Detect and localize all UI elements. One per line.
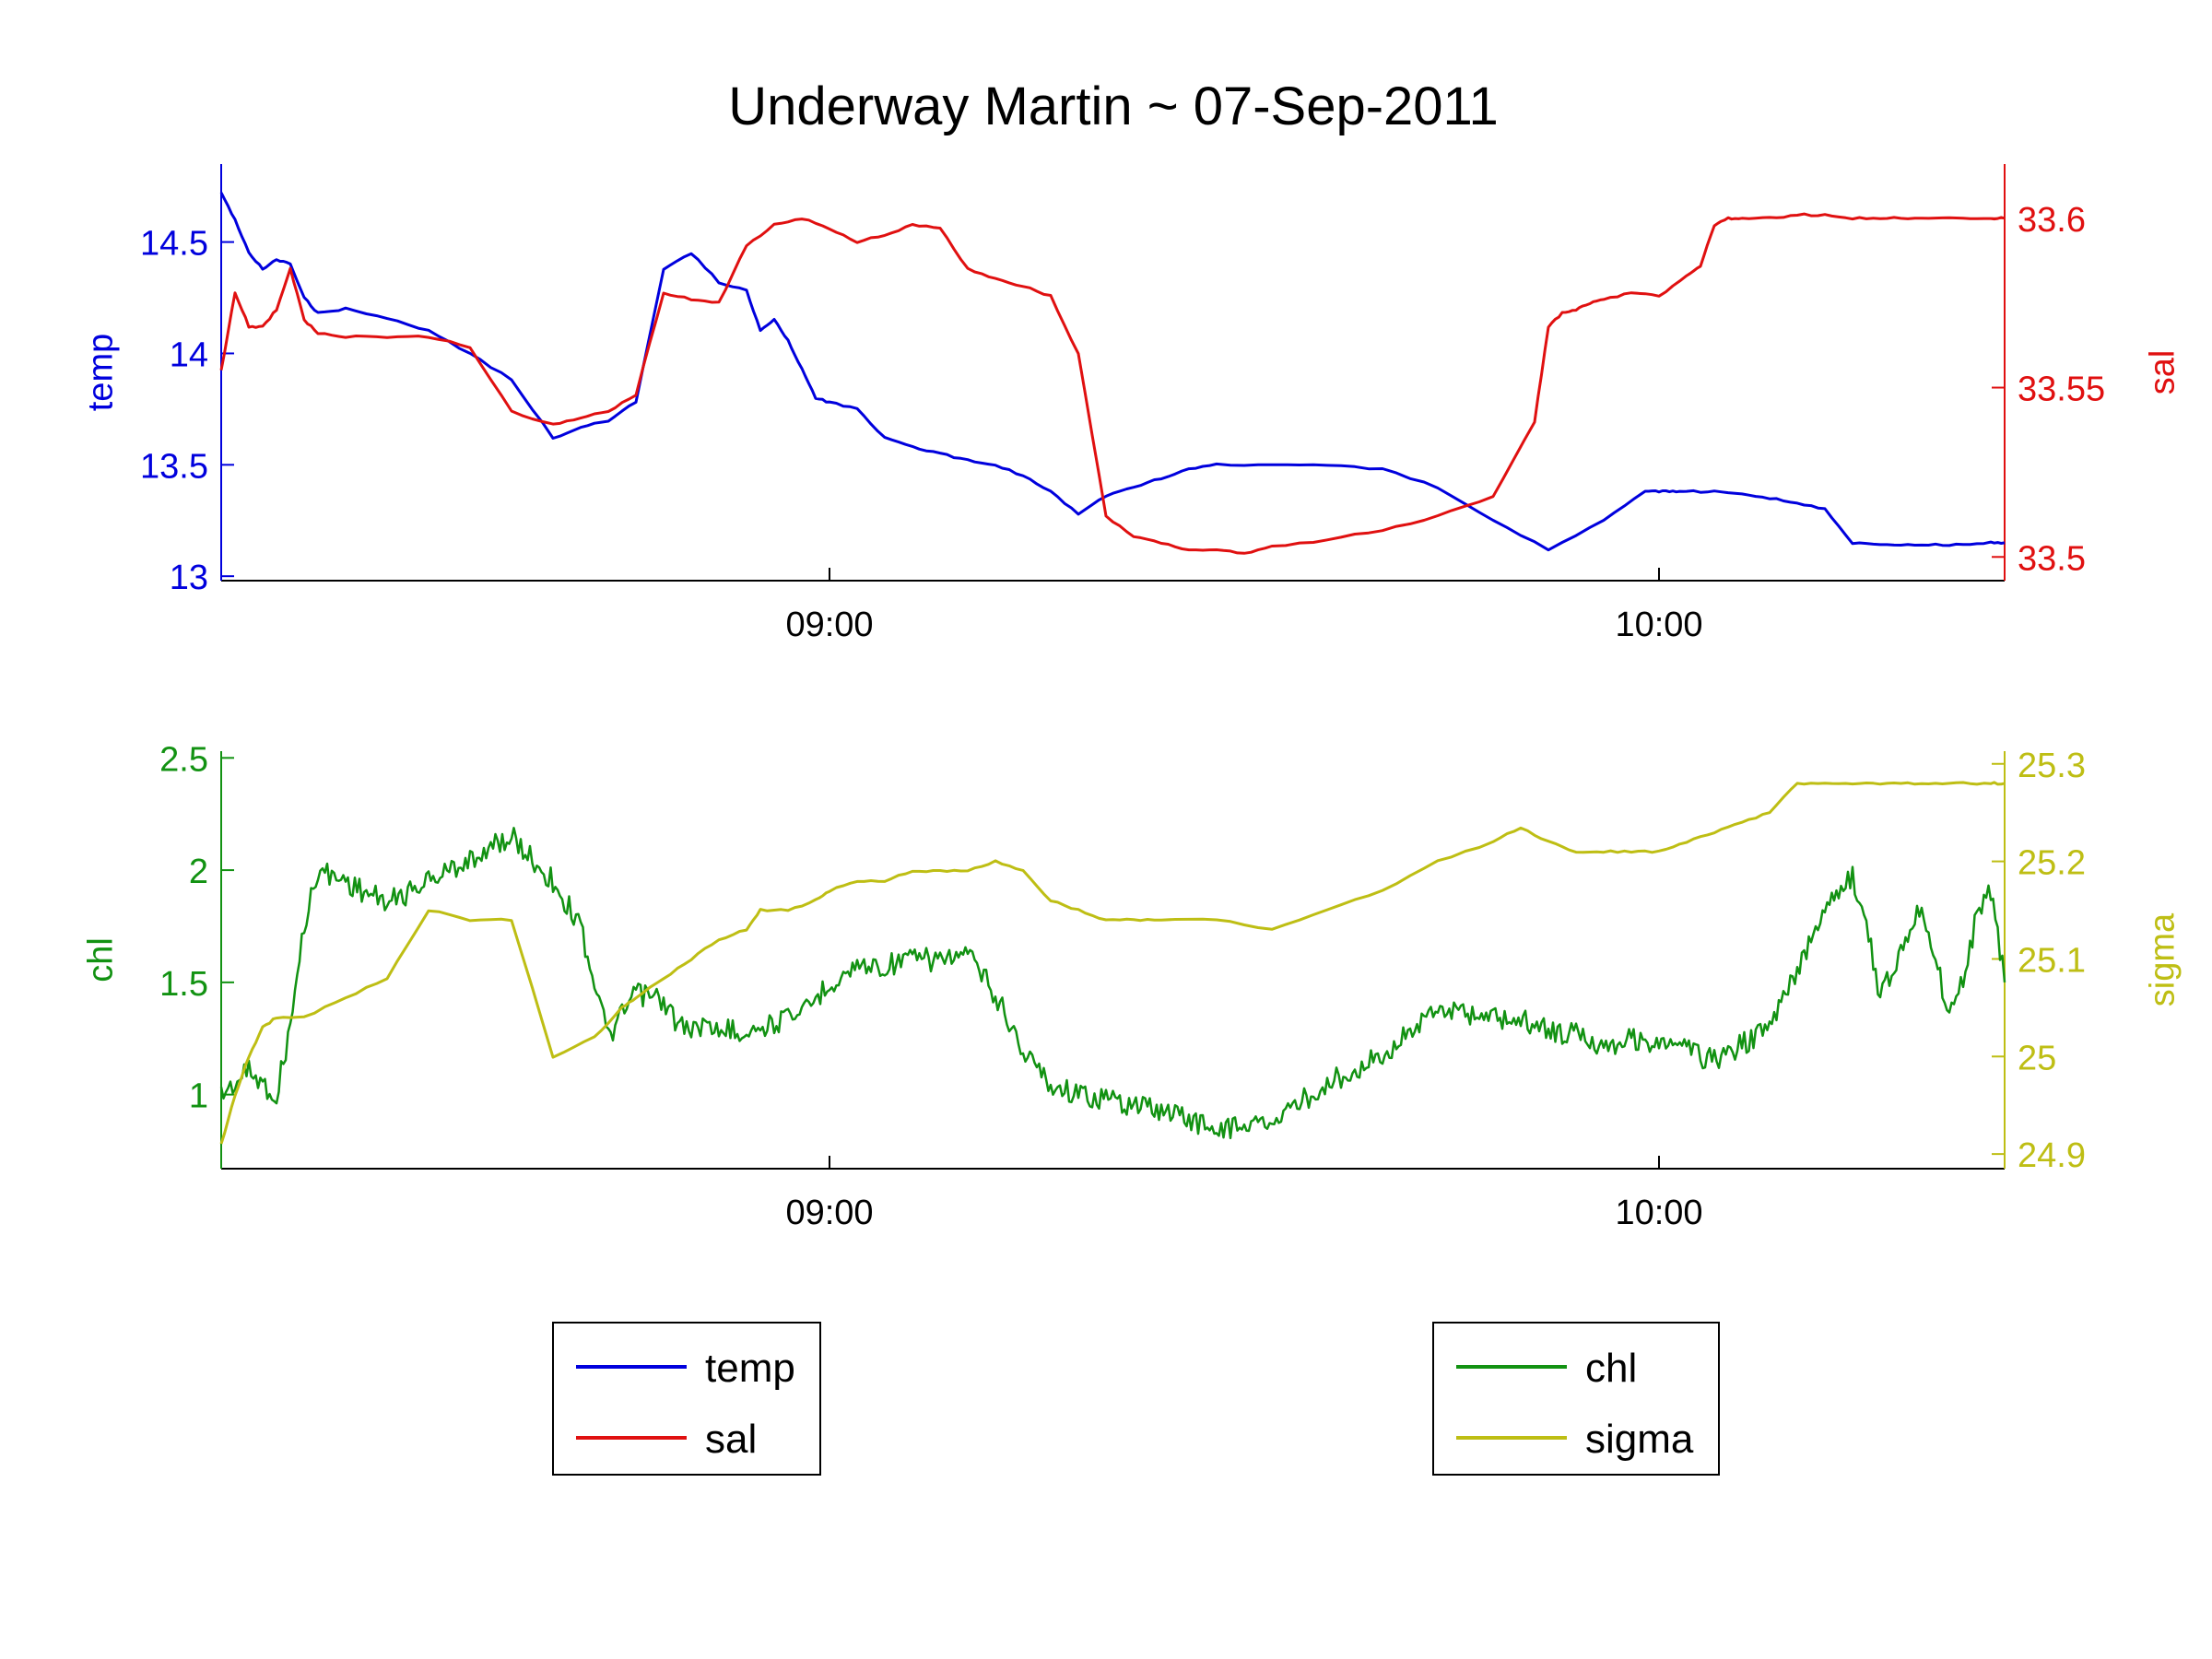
right-y-tick-label: 25.2	[2018, 844, 2086, 883]
right-y-axis-label: sal	[2143, 350, 2182, 395]
legends: temp sal chl sigma	[552, 1322, 1720, 1476]
series-line-chl	[219, 827, 2006, 1140]
left-y-tick-label: 2	[189, 853, 208, 891]
chart-panel-chl-sigma: 09:00 10:00 1 1.5 2 2.5 24.9 25 25.1 25.2 25.3 chl s…	[81, 740, 2182, 1232]
legend-frame	[552, 1322, 821, 1476]
series-line-sigma	[219, 781, 2006, 1145]
chart-title: Underway Martin ~ 07-Sep-2011	[728, 76, 1499, 136]
chart-panel-temp-sal: 09:00 10:00 13 13.5 14 14.5 33.5 33.55 33.6 temp s…	[81, 164, 2182, 644]
right-y-tick-label: 33.55	[2018, 371, 2105, 409]
x-tick-label: 10:00	[1615, 606, 1702, 644]
right-y-tick-label: 25	[2018, 1039, 2056, 1077]
x-tick-label: 09:00	[785, 1194, 873, 1232]
right-y-tick-label: 25.1	[2018, 941, 2086, 980]
left-y-tick-label: 13	[170, 559, 208, 597]
series-line-sal	[219, 212, 2006, 555]
right-y-tick-label: 24.9	[2018, 1136, 2086, 1175]
right-y-axis-label: sigma	[2143, 912, 2182, 1006]
left-y-axis-label: temp	[81, 334, 120, 411]
legend-frame	[1432, 1322, 1720, 1476]
left-y-tick-label: 1	[189, 1077, 208, 1116]
legend-label-sal: sal	[705, 1417, 757, 1462]
left-y-tick-label: 13.5	[140, 447, 208, 486]
legend-label-temp: temp	[705, 1346, 795, 1391]
left-y-tick-label: 14.5	[140, 225, 208, 264]
x-tick-label: 10:00	[1615, 1194, 1702, 1232]
legend-label-chl: chl	[1585, 1346, 1637, 1391]
left-y-axis-label: chl	[81, 937, 120, 982]
right-y-tick-label: 33.6	[2018, 201, 2086, 240]
left-y-tick-label: 1.5	[159, 965, 208, 1004]
legend-box: chl sigma	[1432, 1322, 1720, 1476]
left-y-tick-label: 2.5	[159, 740, 208, 779]
right-y-tick-label: 33.5	[2018, 539, 2086, 578]
legend-label-sigma: sigma	[1585, 1417, 1694, 1462]
right-y-tick-label: 25.3	[2018, 747, 2086, 785]
legend-box: temp sal	[552, 1322, 821, 1476]
x-tick-label: 09:00	[785, 606, 873, 644]
left-y-tick-label: 14	[170, 335, 208, 374]
